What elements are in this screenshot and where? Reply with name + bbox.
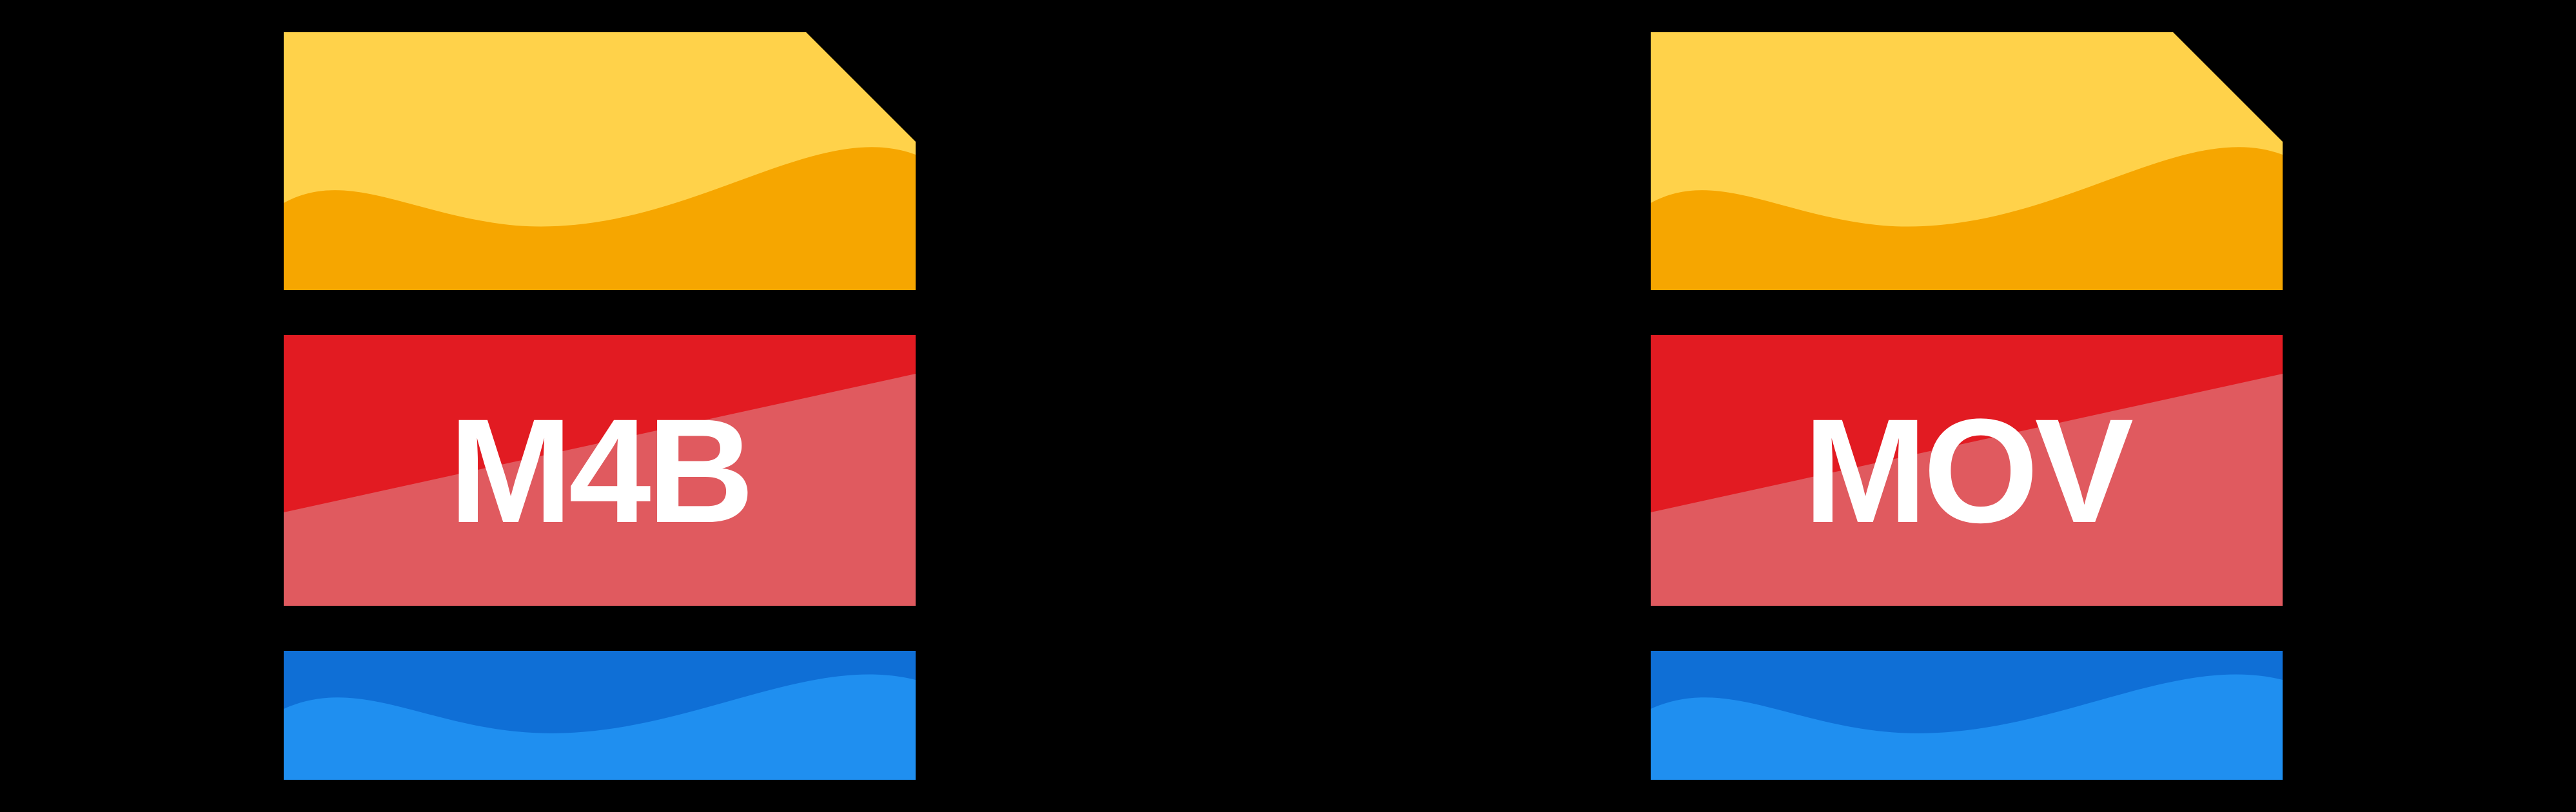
top-segment	[284, 32, 916, 290]
top-segment	[1651, 32, 2283, 290]
bottom-segment	[284, 651, 916, 780]
format-label: M4B	[284, 374, 916, 567]
bottom-segment	[1651, 651, 2283, 780]
format-label: MOV	[1651, 374, 2283, 567]
file-icon-m4b: M4B	[284, 32, 916, 780]
file-icon-mov: MOV	[1651, 32, 2283, 780]
